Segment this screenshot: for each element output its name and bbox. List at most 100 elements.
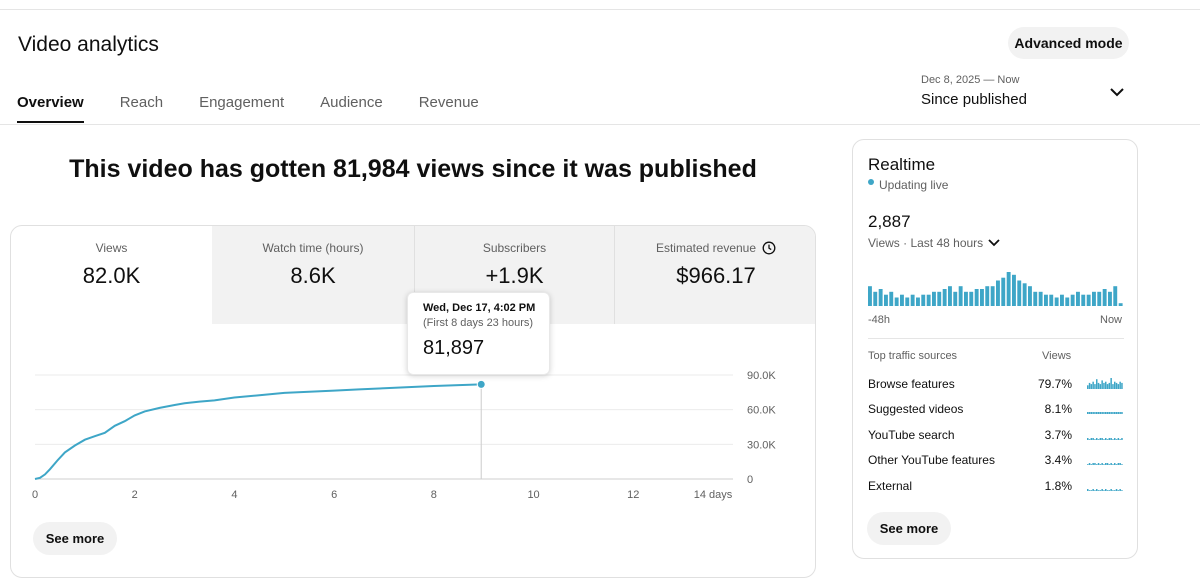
- traffic-source-row[interactable]: YouTube search 3.7%: [868, 428, 1128, 448]
- sparkline-bar: [1115, 382, 1118, 389]
- sparkline-bar: [1099, 438, 1102, 440]
- realtime-bar: [974, 289, 979, 306]
- see-more-button[interactable]: See more: [33, 522, 117, 555]
- sparkline-bar: [1099, 464, 1102, 465]
- views-line-chart: 0 30.0K 60.0K 90.0K 0 2 4 6 8 10 12 14 days: [32, 370, 776, 501]
- sparkline-bar: [1092, 438, 1094, 440]
- realtime-bar: [985, 286, 990, 306]
- realtime-bar: [953, 291, 958, 306]
- realtime-bar: [1044, 294, 1048, 306]
- realtime-bar: [921, 294, 926, 306]
- realtime-bar: [1097, 291, 1102, 306]
- realtime-bar: [937, 291, 942, 306]
- date-range-picker[interactable]: Dec 8, 2025 — Now Since published: [921, 74, 1131, 116]
- chevron-down-icon[interactable]: [987, 238, 1001, 248]
- realtime-bar: [1102, 289, 1107, 306]
- sparkline-bar: [1112, 464, 1114, 465]
- realtime-bar: [1113, 286, 1118, 306]
- sparkline-bar: [1096, 379, 1098, 389]
- live-dot-icon: [868, 179, 874, 185]
- traffic-source-row[interactable]: Browse features 79.7%: [868, 377, 1128, 397]
- metric-views[interactable]: Views 82.0K: [11, 226, 212, 324]
- realtime-card: Realtime Updating live 2,887 Views · Las…: [852, 139, 1138, 559]
- sparkline-bar: [1090, 490, 1093, 491]
- realtime-bar: [948, 286, 952, 306]
- sparkline-bar: [1119, 439, 1121, 440]
- sparkline-bar: [1115, 412, 1118, 414]
- sparkline-bar: [1088, 382, 1091, 389]
- x-tick-label: 0: [32, 489, 38, 501]
- sparkline-bar: [1094, 490, 1096, 491]
- sparkline-bar: [1119, 463, 1121, 465]
- realtime-bar: [996, 280, 1000, 306]
- x-tick-label: 4: [231, 489, 237, 501]
- metric-watch-time[interactable]: Watch time (hours) 8.6K: [212, 226, 414, 324]
- views-column-header: Views: [1042, 350, 1072, 362]
- x-tick-label: 6: [331, 489, 337, 501]
- realtime-bar: [1065, 297, 1070, 306]
- sparkline-bar: [1106, 384, 1109, 389]
- advanced-mode-button[interactable]: Advanced mode: [1008, 27, 1129, 59]
- views-series-line: [34, 383, 482, 480]
- sparkline-bar: [1108, 412, 1111, 414]
- sparkline-bar: [1117, 438, 1120, 440]
- tab-audience[interactable]: Audience: [320, 94, 383, 111]
- sparkline-bar: [1110, 489, 1112, 491]
- tab-revenue[interactable]: Revenue: [418, 94, 479, 111]
- sparkline-bar: [1097, 439, 1100, 440]
- metric-value: $966.17: [676, 263, 756, 288]
- sparkline-bar: [1114, 412, 1116, 414]
- sparkline-bar: [1121, 438, 1123, 440]
- tab-reach[interactable]: Reach: [119, 94, 164, 111]
- x-tick-label: 2: [132, 489, 138, 501]
- sparkline-bar: [1103, 412, 1105, 414]
- sparkline-bar: [1117, 490, 1120, 491]
- realtime-see-more-button[interactable]: See more: [867, 512, 951, 545]
- sparkline-bar: [1112, 384, 1114, 389]
- source-name: Other YouTube features: [868, 453, 995, 467]
- metric-label: Views: [95, 241, 128, 255]
- realtime-bar: [980, 289, 984, 306]
- sparkline-bar: [1101, 380, 1103, 389]
- realtime-bar: [932, 291, 936, 306]
- sparkline-bar: [1101, 438, 1103, 440]
- sparkline-bar: [1099, 384, 1102, 389]
- sparkline-bar: [1121, 382, 1123, 389]
- period-label: Views · Last 48 hours: [868, 236, 984, 250]
- sparkline-bar: [1115, 464, 1118, 465]
- sparkline-bar: [1097, 382, 1100, 389]
- metric-estimated-revenue[interactable]: Estimated revenue $966.17: [615, 226, 815, 324]
- sparkline-bar: [1108, 464, 1111, 465]
- traffic-source-row[interactable]: External 1.8%: [868, 479, 1128, 499]
- y-tick-label: 30.0K: [747, 439, 776, 451]
- tab-overview[interactable]: Overview: [17, 94, 84, 123]
- realtime-bar: [1017, 280, 1022, 306]
- sparkline: [1087, 378, 1123, 389]
- x-tick-label: 8: [431, 489, 437, 501]
- chevron-down-icon[interactable]: [1109, 86, 1125, 98]
- metric-label: Estimated revenue: [655, 241, 757, 255]
- sparkline-bar: [1121, 490, 1123, 491]
- sparkline-bar: [1103, 490, 1105, 491]
- realtime-bar: [1033, 291, 1038, 306]
- realtime-bar: [1076, 291, 1080, 306]
- sparkline-bar: [1119, 489, 1121, 491]
- tab-engagement[interactable]: Engagement: [199, 94, 285, 111]
- sparkline-bar: [1117, 412, 1120, 414]
- sparkline-bar: [1097, 463, 1100, 465]
- y-tick-label: 0: [747, 474, 753, 486]
- traffic-source-row[interactable]: Other YouTube features 3.4%: [868, 453, 1128, 473]
- x-tick-label: 14 days: [694, 489, 733, 501]
- info-icon[interactable]: [762, 241, 776, 255]
- realtime-period-selector[interactable]: Views · Last 48 hours: [868, 236, 1001, 250]
- y-tick-label: 60.0K: [747, 405, 776, 417]
- realtime-bar: [1012, 274, 1016, 306]
- sparkline-bar: [1097, 412, 1100, 414]
- realtime-title: Realtime: [868, 155, 936, 174]
- realtime-count: 2,887: [868, 212, 911, 231]
- sparkline-bar: [1112, 490, 1114, 491]
- traffic-source-row[interactable]: Suggested videos 8.1%: [868, 402, 1128, 422]
- sparkline-bar: [1101, 463, 1103, 465]
- source-percent: 79.7%: [1037, 377, 1072, 391]
- realtime-divider: [868, 338, 1124, 339]
